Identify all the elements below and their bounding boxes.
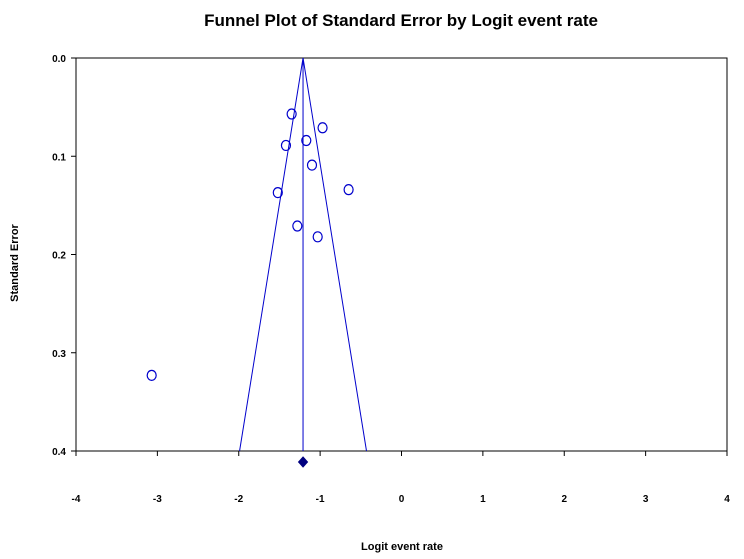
data-point (317, 122, 328, 134)
data-points (146, 108, 354, 381)
data-point (280, 139, 292, 152)
plot-area-frame (75, 57, 728, 452)
data-point (301, 134, 312, 147)
data-point (306, 159, 318, 171)
pooled-estimate-diamond (297, 456, 309, 468)
x-tick-label: -1 (316, 494, 325, 505)
y-tick-label: 0.3 (52, 349, 66, 360)
x-tick-label: -4 (72, 494, 81, 505)
funnel-left-line (239, 57, 304, 452)
x-tick-label: -2 (234, 494, 243, 505)
funnel-right-line (302, 57, 368, 452)
y-tick-label: 0.0 (52, 54, 66, 65)
x-tick-label: 4 (724, 494, 730, 505)
data-point (286, 108, 297, 120)
data-point (343, 184, 354, 196)
axis-ticks: -4 -3 -2 -1 0 1 2 3 4 0.0 0.1 0.2 0.3 0.4 (52, 54, 730, 505)
pooled-estimate-group (297, 456, 309, 468)
x-tick-label: 0 (399, 494, 405, 505)
x-tick-label: -3 (153, 494, 162, 505)
y-tick-label: 0.4 (52, 447, 66, 458)
y-tick-label: 0.1 (52, 152, 66, 163)
data-point (146, 369, 157, 381)
data-point (292, 220, 303, 232)
chart-title: Funnel Plot of Standard Error by Logit e… (204, 11, 598, 30)
x-axis-label: Logit event rate (361, 541, 443, 553)
x-tick-label: 3 (643, 494, 649, 505)
data-point (272, 187, 283, 199)
funnel-lines (239, 57, 368, 452)
y-tick-label: 0.2 (52, 251, 66, 262)
x-tick-label: 2 (561, 494, 567, 505)
x-tick-label: 1 (480, 494, 486, 505)
data-point (312, 231, 323, 243)
y-axis-label: Standard Error (9, 223, 21, 301)
